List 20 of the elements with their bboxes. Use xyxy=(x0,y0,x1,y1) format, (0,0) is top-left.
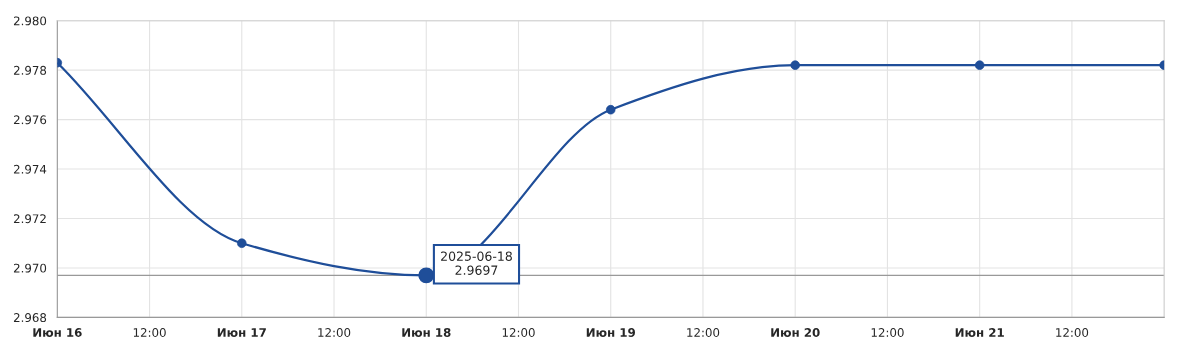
y-tick-label: 2.970 xyxy=(13,263,47,273)
x-tick-label: Июн 19 xyxy=(586,328,635,337)
annotation: 2025-06-18 2.9697 xyxy=(441,251,512,275)
y-tick-label: 2.980 xyxy=(13,16,47,26)
y-tick-label: 2.974 xyxy=(13,164,47,174)
x-tick-label: 12:00 xyxy=(318,328,351,337)
x-tick-label: Июн 16 xyxy=(33,328,82,337)
x-tick-label: 12:00 xyxy=(871,328,904,337)
y-tick-label: 2.968 xyxy=(13,313,47,323)
x-tick-label: 12:00 xyxy=(502,328,535,337)
x-tick-label: 12:00 xyxy=(1056,328,1089,337)
y-tick-label: 2.976 xyxy=(13,115,47,125)
x-tick-label: Июн 21 xyxy=(955,328,1004,337)
x-tick-label: Июн 18 xyxy=(402,328,451,337)
x-tick-label: Июн 20 xyxy=(771,328,820,337)
y-tick-label: 2.972 xyxy=(13,214,46,224)
x-tick-label: Июн 17 xyxy=(217,328,266,337)
x-tick-label: 12:00 xyxy=(687,328,720,337)
x-tick-label: 12:00 xyxy=(133,328,166,337)
y-tick-label: 2.978 xyxy=(13,65,47,75)
